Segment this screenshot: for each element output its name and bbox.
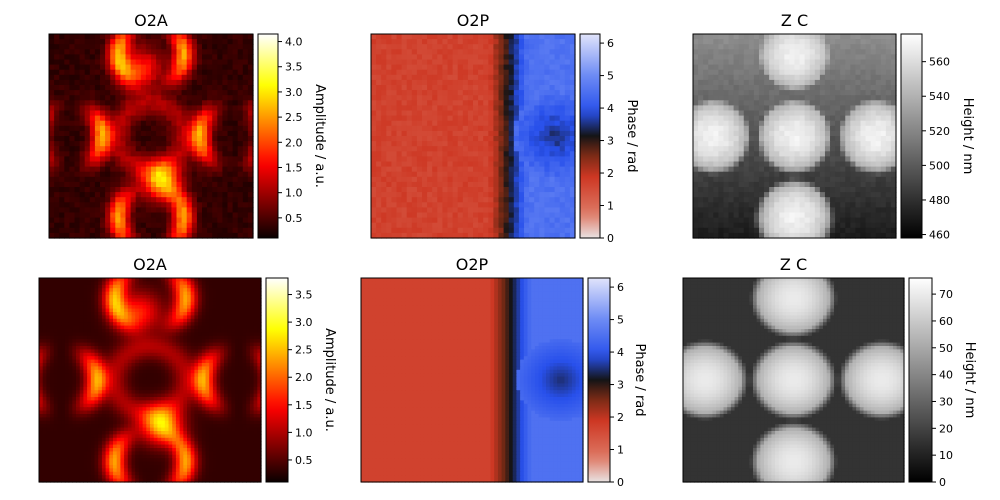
colorbar-tick-label: 1.0 [285, 187, 303, 200]
colorbar-label: Phase / rad [624, 99, 639, 172]
panel-title: Z C [781, 11, 808, 30]
colorbar-tick-label: 10 [939, 449, 953, 462]
colorbar-label: Amplitude / a.u. [312, 84, 327, 188]
heatmap-image [361, 278, 584, 483]
colorbar-tick-label: 5 [617, 314, 624, 327]
image-frame [692, 33, 897, 239]
colorbar-tick-label: 3 [617, 379, 624, 392]
colorbar-tick-label: 3 [607, 135, 614, 148]
colorbar-tick-label: 6 [607, 37, 614, 50]
image-frame [370, 33, 576, 239]
panel-5: O2P 0 1 2 3 4 5 6 Phase / rad [360, 255, 647, 489]
colorbar-tick-label: 460 [929, 229, 950, 242]
panel-title: O2P [457, 11, 490, 30]
image-frame [682, 277, 905, 483]
colorbar-tick-label: 3.0 [295, 316, 313, 329]
colorbar-tick-label: 2.0 [295, 371, 313, 384]
colorbar-tick-label: 540 [929, 90, 950, 103]
heatmap-image [693, 34, 897, 239]
image-frame [360, 277, 584, 483]
colorbar-tick-label: 2.5 [295, 344, 313, 357]
panel-1: O2A 0.5 1.0 1.5 2.0 2.5 3.0 3.5 4.0 Amplitude / a… [48, 11, 327, 239]
colorbar-tick-label: 60 [939, 315, 953, 328]
panel-6: Z C 0 10 20 30 40 50 60 70 Height / nm [682, 255, 977, 489]
colorbar-tick-label: 1.5 [295, 399, 313, 412]
colorbar [900, 33, 923, 239]
colorbar-tick-label: 4 [607, 102, 614, 115]
colorbar-tick-label: 4 [617, 346, 624, 359]
heatmap-image [371, 34, 576, 239]
panel-title: O2A [133, 255, 167, 274]
colorbar-label: Amplitude / a.u. [322, 328, 337, 432]
colorbar-tick-label: 0 [607, 232, 614, 245]
image-frame [38, 277, 262, 483]
heatmap-image [39, 278, 262, 483]
colorbar-tick-label: 30 [939, 395, 953, 408]
heatmap-image [49, 34, 254, 239]
colorbar-tick-label: 0 [617, 476, 624, 489]
colorbar-tick-label: 4.0 [285, 36, 303, 49]
colorbar-tick-label: 3.5 [295, 289, 313, 302]
panel-4: O2A 0.5 1.0 1.5 2.0 2.5 3.0 3.5 Amplitude / a.u. [38, 255, 337, 483]
colorbar-tick-label: 3.5 [285, 61, 303, 74]
colorbar-tick-label: 2 [607, 167, 614, 180]
colorbar-tick-label: 5 [607, 70, 614, 83]
colorbar [265, 277, 289, 483]
colorbar-tick-label: 0.5 [295, 454, 313, 467]
colorbar-tick-label: 1.5 [285, 161, 303, 174]
colorbar-tick-label: 2.0 [285, 136, 303, 149]
heatmap-image [683, 278, 905, 483]
colorbar-tick-label: 50 [939, 342, 953, 355]
colorbar-tick-label: 520 [929, 125, 950, 138]
panel-title: Z C [780, 255, 807, 274]
colorbar-label: Height / nm [960, 98, 975, 175]
colorbar-tick-label: 1 [617, 444, 624, 457]
colorbar [579, 33, 601, 239]
colorbar-tick-label: 500 [929, 159, 950, 172]
colorbar-tick-label: 480 [929, 194, 950, 207]
colorbar-tick-label: 70 [939, 288, 953, 301]
panel-title: O2P [456, 255, 489, 274]
colorbar-tick-label: 2 [617, 411, 624, 424]
colorbar-tick-label: 560 [929, 56, 950, 69]
colorbar-label: Phase / rad [632, 343, 647, 416]
colorbar-tick-label: 1.0 [295, 426, 313, 439]
colorbar-label: Height / nm [962, 342, 977, 419]
colorbar-tick-label: 2.5 [285, 111, 303, 124]
image-frame [48, 33, 254, 239]
colorbar-tick-label: 40 [939, 369, 953, 382]
panel-2: O2P 0 1 2 3 4 5 6 Phase / rad [370, 11, 639, 245]
colorbar-tick-label: 6 [617, 281, 624, 294]
colorbar-tick-label: 1 [607, 200, 614, 213]
colorbar-tick-label: 0 [939, 476, 946, 489]
colorbar-tick-label: 20 [939, 422, 953, 435]
colorbar [587, 277, 611, 483]
colorbar-tick-label: 3.0 [285, 86, 303, 99]
colorbar-tick-label: 0.5 [285, 212, 303, 225]
colorbar [908, 277, 933, 483]
panel-3: Z C 460 480 500 520 540 560 Height / nm [692, 11, 975, 242]
colorbar [257, 33, 279, 239]
panel-title: O2A [134, 11, 168, 30]
